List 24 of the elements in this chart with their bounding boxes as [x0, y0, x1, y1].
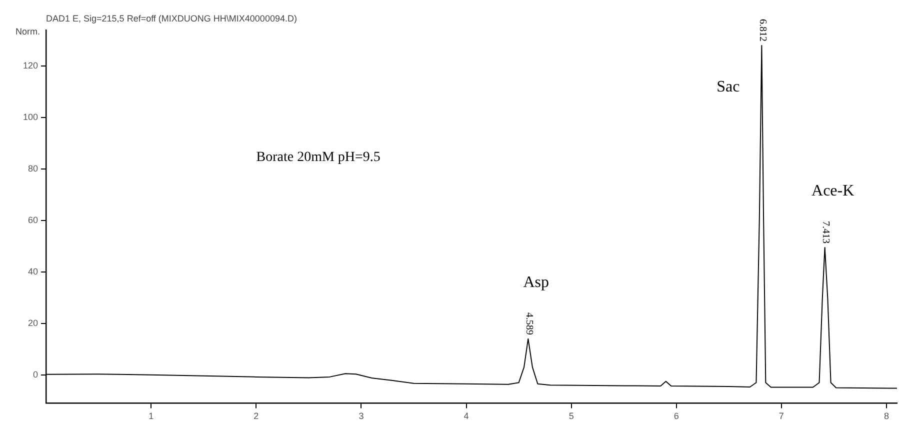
annotation: Asp [523, 274, 550, 292]
x-tick-label: 8 [884, 411, 889, 422]
annotation: 4.589 [524, 312, 535, 335]
y-tick-label: 40 [28, 266, 38, 276]
y-tick-label: 100 [22, 112, 38, 122]
chart-title: DAD1 E, Sig=215,5 Ref=off (MIXDUONG HH\MIX40000094.D) [46, 13, 297, 24]
x-tick-label: 5 [568, 411, 574, 422]
x-tick-label: 1 [148, 411, 154, 422]
annotation: 7.413 [820, 220, 832, 244]
x-tick-label: 3 [358, 411, 364, 422]
annotation: Borate 20mM pH=9.5 [256, 150, 380, 166]
annotation: Sac [716, 78, 740, 96]
y-axis-title: Norm. [16, 26, 40, 36]
y-tick-label: 60 [28, 214, 38, 225]
y-tick-label: 0 [33, 369, 38, 380]
x-tick-label: 4 [464, 411, 469, 422]
annotation: Ace-K [812, 182, 855, 200]
x-tick-label: 7 [778, 411, 784, 422]
y-tick-label: 20 [28, 318, 38, 328]
annotation: 6.812 [757, 18, 768, 42]
x-tick-label: 6 [674, 411, 679, 422]
y-tick-label: 120 [22, 60, 38, 71]
x-tick-label: 2 [254, 411, 259, 422]
y-tick-label: 80 [28, 163, 38, 174]
